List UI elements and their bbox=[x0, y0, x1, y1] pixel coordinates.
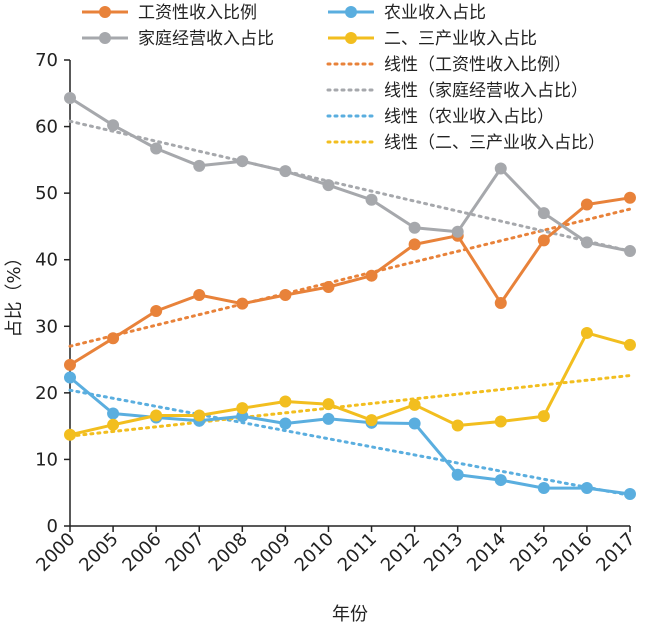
data-point bbox=[494, 474, 507, 487]
x-tick-label: 2008 bbox=[205, 529, 252, 576]
data-point bbox=[537, 410, 550, 423]
data-point bbox=[64, 371, 76, 384]
y-tick-label: 0 bbox=[47, 516, 58, 537]
x-tick-label: 2013 bbox=[420, 529, 467, 576]
series-line-2 bbox=[69, 96, 631, 253]
trendline-1 bbox=[68, 119, 632, 253]
data-point bbox=[365, 414, 378, 427]
data-point bbox=[494, 296, 507, 309]
data-point bbox=[236, 402, 249, 415]
y-tick-label: 50 bbox=[35, 183, 58, 204]
y-tick-label: 10 bbox=[35, 449, 58, 470]
data-point bbox=[64, 428, 76, 441]
legend-trend-label: 线性（农业收入占比） bbox=[384, 107, 554, 127]
data-point bbox=[279, 417, 292, 430]
legend-label: 农业收入占比 bbox=[384, 3, 486, 23]
data-point bbox=[624, 245, 636, 258]
data-point bbox=[322, 398, 335, 411]
data-point bbox=[537, 207, 550, 220]
x-tick-label: 2016 bbox=[549, 529, 596, 576]
y-tick-label: 60 bbox=[35, 117, 58, 138]
data-point bbox=[236, 297, 249, 310]
data-point bbox=[322, 179, 335, 192]
x-axis-title: 年份 bbox=[332, 604, 368, 625]
data-point bbox=[494, 415, 507, 428]
data-point bbox=[64, 358, 76, 371]
data-point bbox=[408, 221, 421, 234]
data-point bbox=[580, 326, 593, 339]
data-point bbox=[365, 193, 378, 206]
y-axis-title: 占比（%） bbox=[4, 248, 25, 337]
data-point bbox=[451, 225, 464, 238]
data-point bbox=[580, 482, 593, 495]
y-tick-label: 30 bbox=[35, 316, 58, 337]
x-tick-label: 2012 bbox=[377, 529, 424, 576]
data-point bbox=[537, 234, 550, 247]
series-line-0 bbox=[69, 196, 631, 367]
data-point bbox=[624, 488, 636, 501]
legend-trend-label: 线性（二、三产业收入占比） bbox=[384, 133, 605, 153]
legend-label: 家庭经营收入占比 bbox=[138, 29, 274, 49]
trendline-2 bbox=[68, 388, 632, 497]
x-tick-label: 2006 bbox=[118, 529, 165, 576]
trendline-3 bbox=[68, 374, 632, 438]
data-point bbox=[236, 155, 249, 168]
data-point bbox=[451, 468, 464, 481]
x-tick-label: 2007 bbox=[162, 529, 209, 576]
trendline-0 bbox=[68, 207, 632, 348]
series-line-3 bbox=[69, 331, 631, 437]
data-point bbox=[365, 269, 378, 282]
data-point bbox=[322, 281, 335, 294]
data-point bbox=[451, 419, 464, 432]
data-point bbox=[193, 288, 206, 301]
data-point bbox=[279, 395, 292, 408]
legend-marker bbox=[345, 6, 357, 18]
x-tick-label: 2017 bbox=[592, 529, 639, 576]
legend-marker bbox=[99, 32, 111, 44]
data-point bbox=[150, 142, 163, 155]
data-point bbox=[580, 236, 593, 249]
data-point bbox=[150, 409, 163, 422]
legend-label: 工资性收入比例 bbox=[138, 3, 257, 23]
legend-marker bbox=[345, 32, 357, 44]
data-point bbox=[322, 412, 335, 425]
data-point bbox=[193, 409, 206, 422]
series-line-1 bbox=[69, 376, 631, 496]
x-tick-label: 2010 bbox=[291, 529, 338, 576]
data-point bbox=[537, 482, 550, 495]
data-point bbox=[107, 418, 120, 431]
legend-trend-label: 线性（工资性收入比例） bbox=[384, 55, 571, 75]
axes: 0102030405060702000200520062007200820092… bbox=[32, 50, 639, 576]
data-point bbox=[494, 162, 507, 175]
data-point bbox=[107, 407, 120, 420]
data-point bbox=[150, 304, 163, 317]
data-point bbox=[64, 91, 76, 104]
data-point bbox=[624, 338, 636, 351]
data-point bbox=[193, 159, 206, 172]
legend-trend-label: 线性（家庭经营收入占比） bbox=[384, 81, 588, 101]
x-tick-label: 2015 bbox=[506, 529, 553, 576]
trendlines bbox=[68, 119, 632, 497]
data-point bbox=[107, 119, 120, 132]
data-point bbox=[580, 198, 593, 211]
data-point bbox=[279, 288, 292, 301]
y-tick-label: 70 bbox=[35, 50, 58, 71]
legend-marker bbox=[99, 6, 111, 18]
x-tick-label: 2005 bbox=[75, 529, 122, 576]
data-point bbox=[408, 398, 421, 411]
data-point bbox=[624, 191, 636, 204]
data-point bbox=[279, 165, 292, 178]
legend-label: 二、三产业收入占比 bbox=[384, 29, 537, 49]
data-point bbox=[408, 417, 421, 430]
data-point bbox=[408, 238, 421, 251]
y-tick-label: 20 bbox=[35, 383, 58, 404]
x-tick-label: 2009 bbox=[248, 529, 295, 576]
data-point bbox=[107, 332, 120, 345]
series-lines bbox=[64, 91, 636, 501]
x-tick-label: 2011 bbox=[334, 529, 381, 576]
y-tick-label: 40 bbox=[35, 250, 58, 271]
x-tick-label: 2014 bbox=[463, 529, 510, 576]
